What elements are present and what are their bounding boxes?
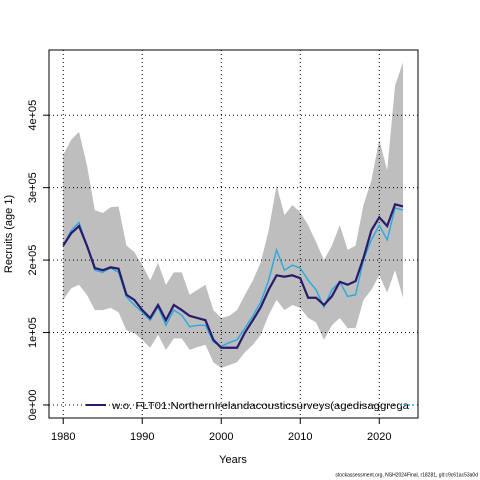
x-tick-label: 2020	[367, 431, 391, 443]
y-tick-label: 4e+05	[27, 100, 39, 131]
x-tick-label: 2000	[209, 431, 233, 443]
plot-frame	[48, 49, 419, 419]
confidence-band	[63, 62, 403, 369]
footer: stockassessment.org, NSH2024Final, r1828…	[335, 472, 478, 478]
y-tick-label: 1e+05	[27, 317, 39, 348]
y-tick-label: 3e+05	[27, 172, 39, 203]
y-axis-label: Recruits (age 1)	[3, 195, 15, 273]
x-tick-label: 1980	[51, 431, 75, 443]
x-tick-label: 2010	[288, 431, 312, 443]
legend-label: w.o. FLT01:NorthernIrelandacousticsurvey…	[111, 400, 409, 412]
x-axis-label: Years	[219, 454, 247, 466]
y-tick-label: 2e+05	[27, 245, 39, 276]
series-line	[62, 202, 404, 349]
y-tick-label: 0e+00	[27, 390, 39, 421]
x-tick-label: 1990	[130, 431, 154, 443]
